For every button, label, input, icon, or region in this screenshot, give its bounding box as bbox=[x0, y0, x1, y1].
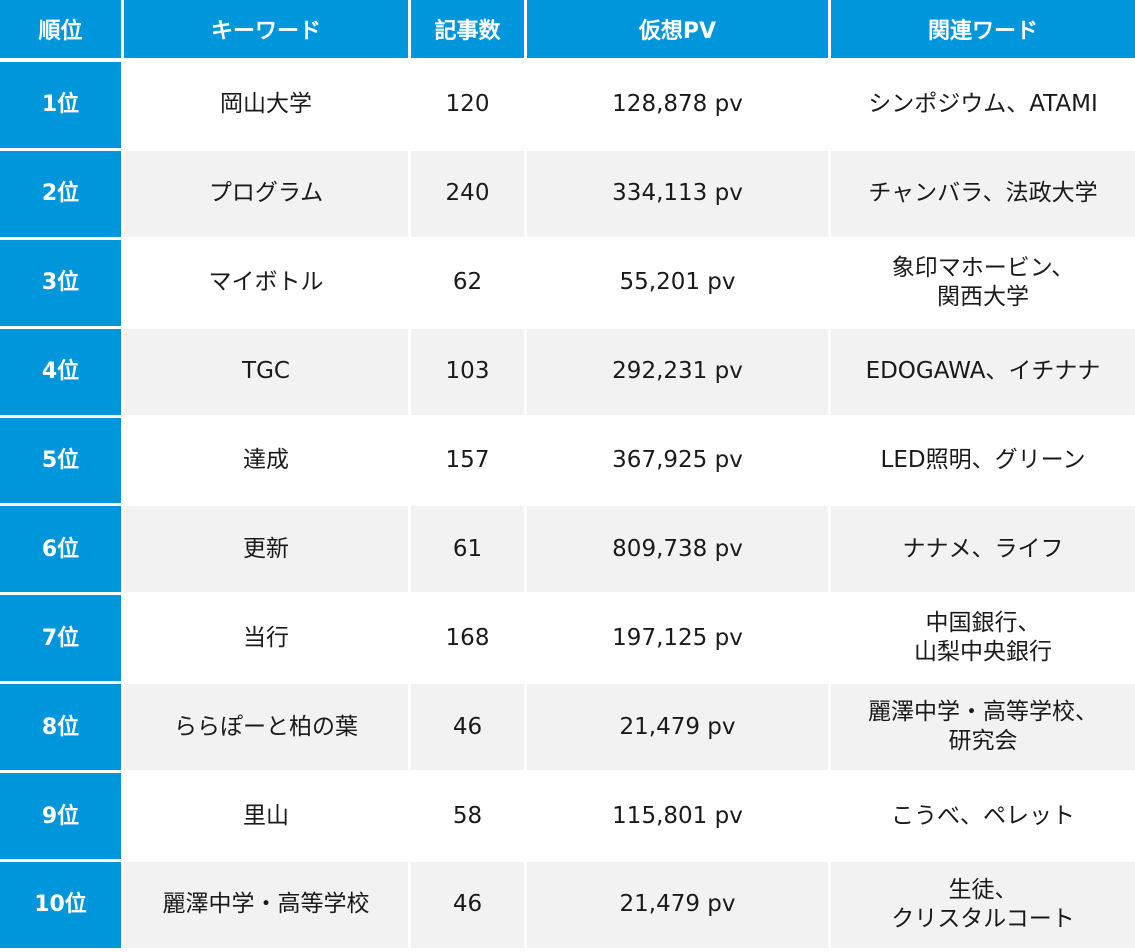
related-words-cell: 中国銀行、 山梨中央銀行 bbox=[831, 595, 1135, 685]
header-articles: 記事数 bbox=[411, 0, 527, 62]
related-words-cell: シンポジウム、ATAMI bbox=[831, 62, 1135, 151]
related-words-text: 生徒、 クリスタルコート bbox=[891, 876, 1075, 932]
related-words-cell: チャンバラ、法政大学 bbox=[831, 150, 1135, 240]
table-header: 順位 キーワード 記事数 仮想PV 関連ワード bbox=[0, 0, 1135, 62]
header-pv: 仮想PV bbox=[527, 0, 831, 62]
related-words-cell: こうべ、ペレット bbox=[831, 773, 1135, 863]
table-body: 1位 岡山大学 120 128,878 pv シンポジウム、ATAMI 2位 プログラム 24… bbox=[0, 62, 1135, 951]
table-row: 8位 ららぽーと柏の葉 46 21,479 pv 麗澤中学・高等学校、 研究会 bbox=[0, 684, 1135, 774]
article-count-cell: 61 bbox=[411, 506, 527, 596]
related-words-text: 麗澤中学・高等学校、 研究会 bbox=[868, 699, 1098, 755]
virtual-pv-cell: 115,801 pv bbox=[527, 773, 831, 863]
related-words-text: 象印マホービン、 関西大学 bbox=[891, 254, 1075, 310]
virtual-pv-cell: 21,479 pv bbox=[527, 862, 831, 951]
related-words-cell: 麗澤中学・高等学校、 研究会 bbox=[831, 684, 1135, 774]
table-row: 7位 当行 168 197,125 pv 中国銀行、 山梨中央銀行 bbox=[0, 595, 1135, 685]
table-row: 4位 TGC 103 292,231 pv EDOGAWA、イチナナ bbox=[0, 328, 1135, 418]
virtual-pv-cell: 197,125 pv bbox=[527, 595, 831, 685]
keyword-cell: 更新 bbox=[124, 506, 411, 596]
header-keyword: キーワード bbox=[124, 0, 411, 62]
table-row: 6位 更新 61 809,738 pv ナナメ、ライフ bbox=[0, 506, 1135, 596]
rank-cell: 3位 bbox=[0, 239, 124, 329]
article-count-cell: 240 bbox=[411, 150, 527, 240]
keyword-cell: 岡山大学 bbox=[124, 62, 411, 151]
virtual-pv-cell: 55,201 pv bbox=[527, 239, 831, 329]
article-count-cell: 103 bbox=[411, 328, 527, 418]
rank-cell: 7位 bbox=[0, 595, 124, 685]
table-row: 3位 マイボトル 62 55,201 pv 象印マホービン、 関西大学 bbox=[0, 239, 1135, 329]
keyword-cell: 里山 bbox=[124, 773, 411, 863]
keyword-cell: TGC bbox=[124, 328, 411, 418]
keyword-cell: マイボトル bbox=[124, 239, 411, 329]
related-words-text: シンポジウム、ATAMI bbox=[868, 91, 1098, 118]
virtual-pv-cell: 334,113 pv bbox=[527, 150, 831, 240]
article-count-cell: 58 bbox=[411, 773, 527, 863]
article-count-cell: 157 bbox=[411, 417, 527, 507]
related-words-text: こうべ、ペレット bbox=[891, 802, 1075, 829]
header-row: 順位 キーワード 記事数 仮想PV 関連ワード bbox=[0, 0, 1135, 62]
related-words-cell: ナナメ、ライフ bbox=[831, 506, 1135, 596]
virtual-pv-cell: 21,479 pv bbox=[527, 684, 831, 774]
virtual-pv-cell: 809,738 pv bbox=[527, 506, 831, 596]
table-row: 9位 里山 58 115,801 pv こうべ、ペレット bbox=[0, 773, 1135, 863]
related-words-cell: LED照明、グリーン bbox=[831, 417, 1135, 507]
related-words-cell: 生徒、 クリスタルコート bbox=[831, 862, 1135, 951]
article-count-cell: 120 bbox=[411, 62, 527, 151]
related-words-cell: 象印マホービン、 関西大学 bbox=[831, 239, 1135, 329]
related-words-text: ナナメ、ライフ bbox=[902, 535, 1064, 562]
article-count-cell: 168 bbox=[411, 595, 527, 685]
table-row: 10位 麗澤中学・高等学校 46 21,479 pv 生徒、 クリスタルコート bbox=[0, 862, 1135, 951]
rank-cell: 10位 bbox=[0, 862, 124, 951]
related-words-text: チャンバラ、法政大学 bbox=[868, 180, 1098, 207]
rank-cell: 9位 bbox=[0, 773, 124, 863]
rank-cell: 2位 bbox=[0, 150, 124, 240]
keyword-cell: プログラム bbox=[124, 150, 411, 240]
article-count-cell: 46 bbox=[411, 862, 527, 951]
related-words-text: EDOGAWA、イチナナ bbox=[865, 358, 1101, 385]
keyword-cell: ららぽーと柏の葉 bbox=[124, 684, 411, 774]
article-count-cell: 46 bbox=[411, 684, 527, 774]
table-row: 2位 プログラム 240 334,113 pv チャンバラ、法政大学 bbox=[0, 150, 1135, 240]
virtual-pv-cell: 367,925 pv bbox=[527, 417, 831, 507]
keyword-cell: 当行 bbox=[124, 595, 411, 685]
keyword-cell: 麗澤中学・高等学校 bbox=[124, 862, 411, 951]
related-words-text: LED照明、グリーン bbox=[880, 447, 1086, 473]
related-words-text: 中国銀行、 山梨中央銀行 bbox=[914, 610, 1052, 666]
rank-cell: 4位 bbox=[0, 328, 124, 418]
rank-cell: 6位 bbox=[0, 506, 124, 596]
rank-cell: 5位 bbox=[0, 417, 124, 507]
table-row: 5位 達成 157 367,925 pv LED照明、グリーン bbox=[0, 417, 1135, 507]
table-row: 1位 岡山大学 120 128,878 pv シンポジウム、ATAMI bbox=[0, 62, 1135, 151]
virtual-pv-cell: 292,231 pv bbox=[527, 328, 831, 418]
rank-cell: 1位 bbox=[0, 62, 124, 151]
rank-cell: 8位 bbox=[0, 684, 124, 774]
header-related: 関連ワード bbox=[831, 0, 1135, 62]
article-count-cell: 62 bbox=[411, 239, 527, 329]
virtual-pv-cell: 128,878 pv bbox=[527, 62, 831, 151]
header-rank: 順位 bbox=[0, 0, 124, 62]
related-words-cell: EDOGAWA、イチナナ bbox=[831, 328, 1135, 418]
keyword-cell: 達成 bbox=[124, 417, 411, 507]
